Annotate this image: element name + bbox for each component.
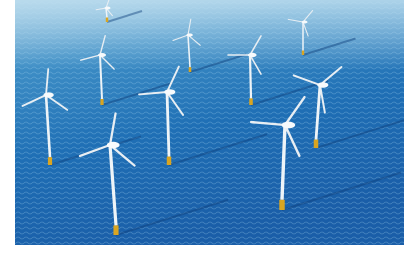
base — [48, 157, 52, 165]
base — [314, 140, 318, 148]
base — [106, 18, 108, 23]
nacelle — [248, 53, 257, 57]
page: (() => { const NS = 'http://www.w3.org/2… — [0, 0, 404, 260]
nacelle — [164, 89, 175, 95]
nacelle — [105, 7, 111, 10]
base — [279, 200, 284, 210]
haze — [15, 0, 404, 70]
base — [100, 99, 103, 105]
base — [249, 98, 253, 105]
base — [189, 67, 192, 72]
nacelle — [98, 53, 106, 57]
tower — [250, 55, 251, 98]
photo — [0, 0, 404, 260]
base — [113, 225, 118, 235]
nacelle — [186, 33, 192, 36]
base — [167, 157, 171, 165]
nacelle — [317, 82, 328, 88]
tower — [167, 92, 169, 157]
nacelle — [107, 142, 120, 148]
base — [302, 51, 304, 56]
nacelle — [282, 122, 296, 129]
nacelle — [43, 92, 53, 97]
nacelle — [302, 21, 308, 24]
